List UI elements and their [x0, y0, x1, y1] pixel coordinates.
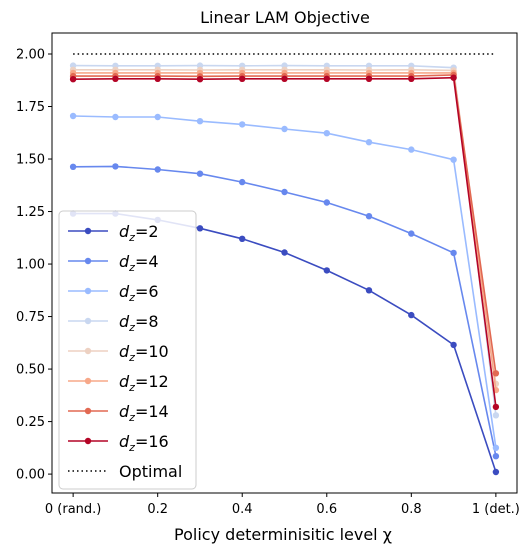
x-tick-label: 0.2: [147, 502, 168, 517]
legend-swatch-marker: [84, 407, 92, 415]
data-point: [281, 188, 288, 196]
data-point: [323, 130, 330, 137]
legend: dz=2 dz=4 dz=6 dz=8 dz=10 dz=12 dz=14 dz=16 Opti…: [58, 210, 197, 490]
data-point: [196, 170, 204, 177]
data-point: [492, 370, 500, 377]
legend-swatch-marker: [84, 377, 92, 385]
data-point: [492, 412, 500, 419]
data-point: [492, 468, 500, 476]
data-point: [281, 75, 288, 83]
legend-item: dz=4: [68, 252, 159, 274]
legend-swatch-marker: [84, 347, 92, 355]
data-point: [450, 156, 457, 163]
legend-swatch-marker: [84, 287, 92, 295]
legend-item: dz=2: [68, 222, 159, 244]
legend-box: [58, 210, 197, 490]
legend-swatch-marker: [84, 257, 92, 265]
legend-item: dz=16: [68, 432, 169, 454]
x-axis-label: Policy determinisitic level χ: [174, 525, 392, 544]
data-point: [112, 75, 119, 83]
series-dz6: [69, 112, 500, 451]
legend-label: dz=12: [119, 372, 169, 394]
legend-swatch-marker: [84, 227, 92, 235]
data-point: [408, 230, 415, 237]
x-tick-label: 0.6: [316, 502, 337, 517]
legend-item-optimal: Optimal: [68, 462, 182, 481]
series-dz16: [69, 74, 500, 411]
legend-item: dz=14: [68, 402, 169, 424]
y-tick-label: 1.25: [16, 205, 45, 220]
series-dz4: [69, 163, 500, 460]
legend-label: dz=8: [119, 312, 159, 334]
data-point: [154, 113, 161, 121]
legend-item: dz=8: [68, 312, 159, 334]
data-point: [450, 249, 457, 257]
legend-swatch-marker: [84, 317, 92, 325]
data-point: [69, 163, 77, 170]
data-point: [239, 121, 246, 128]
data-point: [239, 75, 246, 83]
x-tick-label: 0.8: [401, 502, 422, 517]
legend-label: dz=16: [119, 432, 169, 454]
data-point: [492, 403, 500, 411]
data-point: [69, 76, 77, 83]
legend-swatch-marker: [84, 437, 92, 445]
data-point: [492, 453, 500, 460]
legend-label: dz=10: [119, 342, 169, 364]
y-tick-label: 0.50: [16, 363, 45, 378]
y-tick-label: 0.75: [16, 310, 45, 325]
data-point: [323, 199, 330, 206]
series-layer: [69, 53, 500, 476]
legend-label: dz=4: [119, 252, 159, 274]
data-point: [408, 146, 415, 153]
data-point: [112, 113, 119, 121]
ticks-layer: 0 (rand.) 0.2 0.4 0.6 0.8 1 (det.) 0.00 0.25 0.5…: [16, 48, 520, 517]
data-point: [408, 75, 415, 83]
y-tick-label: 1.75: [16, 100, 45, 115]
data-point: [323, 267, 330, 274]
data-point: [154, 75, 161, 83]
data-point: [196, 118, 204, 125]
data-point: [365, 75, 373, 83]
legend-label-optimal: Optimal: [119, 462, 182, 481]
data-point: [154, 166, 161, 173]
y-tick-label: 1.50: [16, 153, 45, 168]
data-point: [281, 125, 288, 133]
plot-frame: [51, 32, 518, 494]
data-point: [408, 311, 415, 319]
chart-title: Linear LAM Objective: [200, 8, 370, 27]
data-point: [196, 62, 204, 69]
legend-item: dz=10: [68, 342, 169, 364]
data-point: [239, 178, 246, 186]
data-point: [365, 213, 373, 220]
data-point: [281, 249, 288, 256]
y-tick-label: 2.00: [16, 48, 45, 63]
y-tick-label: 1.00: [16, 258, 45, 273]
legend-item: dz=6: [68, 282, 159, 304]
data-point: [69, 112, 77, 120]
legend-label: dz=6: [119, 282, 159, 304]
data-point: [365, 139, 373, 146]
y-tick-label: 0.25: [16, 415, 45, 430]
data-point: [196, 225, 204, 232]
x-tick-label: 0 (rand.): [45, 502, 101, 517]
data-point: [450, 341, 457, 349]
x-tick-label: 0.4: [232, 502, 253, 517]
data-point: [112, 163, 119, 170]
legend-label: dz=2: [119, 222, 159, 244]
data-point: [450, 74, 457, 81]
data-point: [323, 75, 330, 83]
legend-item: dz=12: [68, 372, 169, 394]
data-point: [492, 444, 500, 451]
y-tick-label: 0.00: [16, 468, 45, 483]
data-point: [196, 76, 204, 83]
legend-label: dz=14: [119, 402, 169, 424]
data-point: [239, 235, 246, 242]
x-tick-label: 1 (det.): [472, 502, 520, 517]
data-point: [365, 287, 373, 294]
